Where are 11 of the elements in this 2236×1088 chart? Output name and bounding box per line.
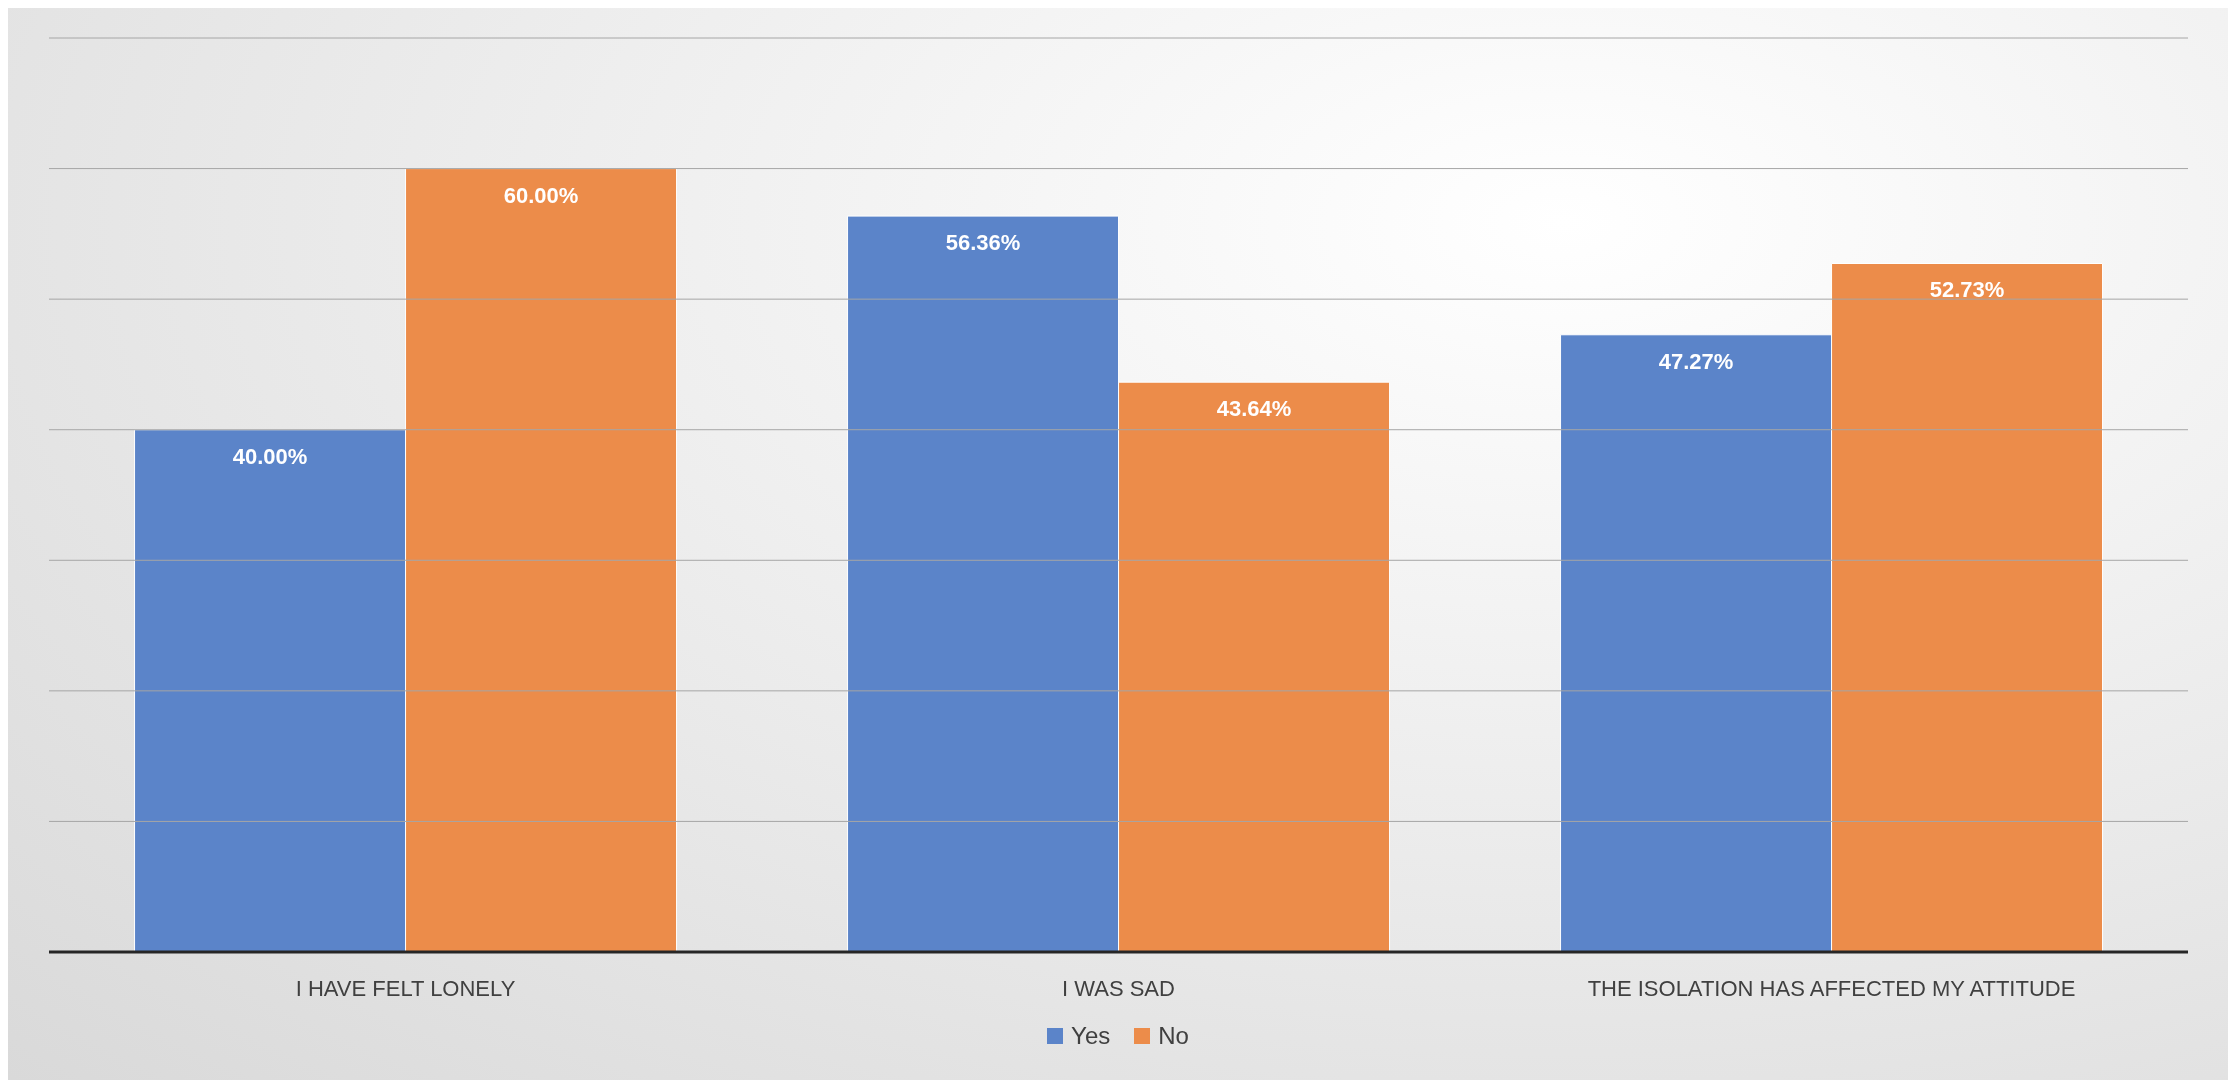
data-label: 43.64%	[1216, 396, 1292, 422]
data-label: 60.00%	[503, 182, 579, 208]
text: No	[1158, 1022, 1189, 1050]
data-label: 40.00%	[232, 443, 308, 469]
x-tick-label: THE ISOLATION HAS AFFECTED MY ATTITUDE	[1587, 975, 2076, 1001]
data-label: 52.73%	[1929, 277, 2005, 303]
x-tick-label: I HAVE FELT LONELY	[295, 975, 516, 1001]
legend-label: Yes	[1071, 1022, 1111, 1050]
x-tick-label: I WAS SAD	[1062, 975, 1175, 1001]
data-label: 47.27%	[1658, 348, 1734, 374]
data-label: 56.36%	[945, 230, 1021, 256]
